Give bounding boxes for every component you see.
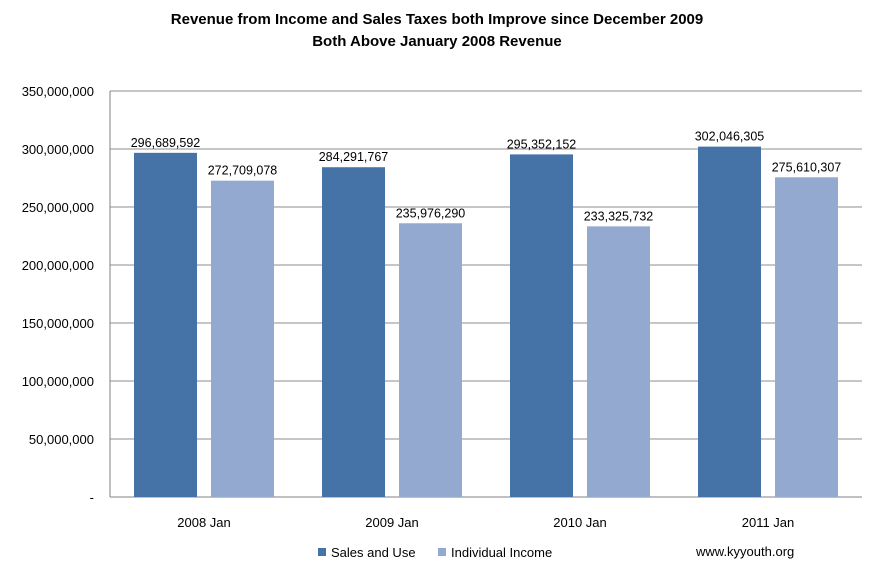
legend-swatch-sales-and-use — [318, 548, 326, 556]
bars — [134, 146, 838, 497]
bar-sales-and-use — [510, 154, 573, 497]
y-tick-label: 250,000,000 — [22, 200, 94, 215]
data-labels: 296,689,592 272,709,078 284,291,767 235,976… — [131, 130, 842, 224]
legend-label-individual-income: Individual Income — [451, 545, 552, 560]
x-category-label: 2011 Jan — [742, 515, 795, 530]
x-category-label: 2010 Jan — [553, 515, 607, 530]
y-tick-label: - — [90, 490, 94, 505]
y-tick-label: 300,000,000 — [22, 142, 94, 157]
x-category-label: 2008 Jan — [177, 515, 231, 530]
y-tick-label: 150,000,000 — [22, 316, 94, 331]
legend-swatch-individual-income — [438, 548, 446, 556]
y-axis-tick-labels: - 50,000,000 100,000,000 150,000,000 200,000… — [22, 84, 94, 505]
data-label: 302,046,305 — [695, 130, 765, 144]
y-tick-label: 200,000,000 — [22, 258, 94, 273]
bar-sales-and-use — [134, 152, 197, 497]
x-axis-category-labels: 2008 Jan 2009 Jan 2010 Jan 2011 Jan — [177, 515, 794, 530]
bar-sales-and-use — [698, 146, 761, 497]
bar-individual-income — [211, 180, 274, 497]
y-tick-label: 350,000,000 — [22, 84, 94, 99]
data-label: 284,291,767 — [319, 150, 389, 164]
data-label: 233,325,732 — [584, 209, 654, 223]
data-label: 235,976,290 — [396, 206, 466, 220]
bar-individual-income — [775, 177, 838, 497]
source-note: www.kyyouth.org — [695, 544, 794, 559]
y-tick-label: 100,000,000 — [22, 374, 94, 389]
legend-label-sales-and-use: Sales and Use — [331, 545, 416, 560]
bar-sales-and-use — [322, 167, 385, 497]
data-label: 295,352,152 — [507, 137, 577, 151]
x-category-label: 2009 Jan — [365, 515, 419, 530]
bar-individual-income — [587, 226, 650, 497]
chart-title: Revenue from Income and Sales Taxes both… — [171, 11, 703, 28]
data-label: 272,709,078 — [208, 164, 278, 178]
bar-individual-income — [399, 223, 462, 497]
y-tick-label: 50,000,000 — [29, 432, 94, 447]
data-label: 296,689,592 — [131, 136, 201, 150]
chart-subtitle: Both Above January 2008 Revenue — [312, 33, 562, 50]
data-label: 275,610,307 — [772, 160, 842, 174]
legend: Sales and Use Individual Income — [318, 545, 552, 560]
